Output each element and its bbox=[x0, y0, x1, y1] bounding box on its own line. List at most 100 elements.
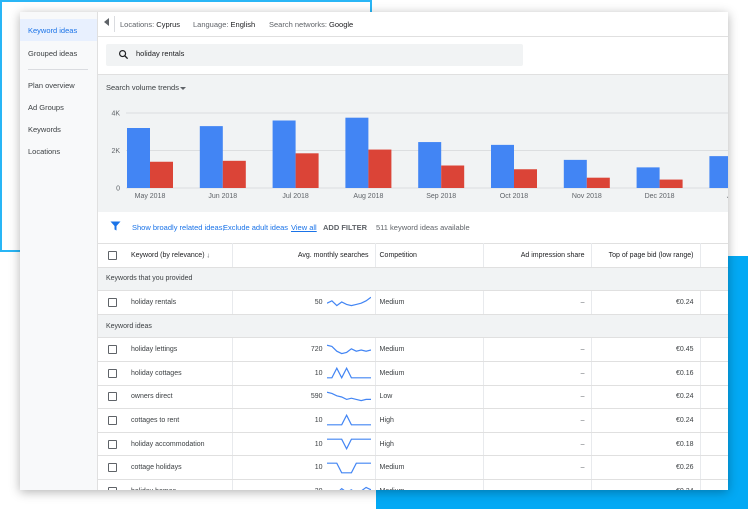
x-tick-label: Dec 2018 bbox=[645, 193, 675, 200]
group-label: Keywords that you provided bbox=[98, 267, 728, 292]
keyword-text[interactable]: holiday accommodation bbox=[131, 440, 205, 448]
sidebar: Keyword ideas Grouped ideas Plan overvie… bbox=[20, 12, 98, 490]
header-extra bbox=[700, 243, 728, 268]
searches-value: 10 bbox=[314, 464, 323, 472]
sidebar-item-ad-groups[interactable]: Ad Groups bbox=[28, 103, 64, 112]
keyword-text[interactable]: holiday cottages bbox=[131, 369, 182, 377]
chart-bar[interactable] bbox=[441, 165, 465, 189]
header-impression[interactable]: Ad impression share bbox=[483, 243, 592, 268]
related-ideas-link[interactable]: Show broadly related ideas; bbox=[132, 223, 225, 232]
chart-bar[interactable] bbox=[199, 126, 223, 188]
language-filter[interactable]: Language: English bbox=[193, 20, 256, 29]
sidebar-item-locations[interactable]: Locations bbox=[28, 147, 61, 156]
x-tick-label: Oct 2018 bbox=[500, 193, 529, 200]
row-checkbox[interactable] bbox=[108, 439, 117, 449]
keyword-search-box[interactable] bbox=[106, 44, 523, 66]
row-checkbox[interactable] bbox=[108, 345, 117, 355]
row-checkbox[interactable] bbox=[108, 392, 117, 402]
group-row-provided: Keywords that you provided bbox=[98, 267, 728, 292]
impression-cell: – bbox=[483, 290, 592, 315]
row-checkbox[interactable] bbox=[108, 486, 117, 490]
chart-bar[interactable] bbox=[272, 120, 296, 189]
header-keyword[interactable]: Keyword (by relevance) ↓ bbox=[98, 243, 233, 268]
impression-cell: – bbox=[483, 337, 592, 362]
keyword-text[interactable]: holiday lettings bbox=[131, 346, 178, 354]
chart-bar[interactable] bbox=[150, 161, 173, 188]
searches-cell: 10 bbox=[232, 361, 376, 386]
competition-cell: Medium bbox=[375, 290, 484, 315]
chart-bar[interactable] bbox=[514, 169, 537, 188]
table-row: holiday lettings 720 Medium – €0.45 bbox=[98, 337, 728, 362]
decor-frame-left bbox=[0, 0, 2, 252]
impression-cell: – bbox=[483, 385, 592, 410]
search-input[interactable] bbox=[136, 49, 496, 58]
header-competition[interactable]: Competition bbox=[375, 243, 484, 268]
select-all-checkbox[interactable] bbox=[108, 250, 117, 260]
x-tick-label: Jun 2018 bbox=[208, 193, 237, 200]
row-checkbox[interactable] bbox=[108, 368, 117, 378]
y-tick-label: 2K bbox=[111, 148, 120, 155]
extra-cell bbox=[700, 455, 728, 480]
locations-filter[interactable]: Locations: Cyprus bbox=[120, 20, 181, 29]
searches-value: 30 bbox=[233, 488, 323, 490]
header-bid[interactable]: Top of page bid (low range) bbox=[591, 243, 701, 268]
sidebar-item-plan-overview[interactable]: Plan overview bbox=[28, 81, 75, 90]
trend-sparkline bbox=[326, 438, 371, 451]
extra-cell bbox=[700, 290, 728, 315]
chart-bar[interactable] bbox=[709, 156, 728, 188]
chart-bar[interactable] bbox=[636, 167, 660, 188]
sidebar-item-keyword-ideas[interactable]: Keyword ideas bbox=[28, 26, 78, 35]
filter-icon[interactable] bbox=[110, 221, 121, 231]
chart-bar[interactable] bbox=[659, 179, 683, 188]
x-tick-label: May 2018 bbox=[135, 193, 166, 200]
sort-arrow-icon[interactable]: ↓ bbox=[206, 252, 210, 260]
view-all-link[interactable]: View all bbox=[291, 223, 317, 232]
keyword-text[interactable]: owners direct bbox=[131, 393, 173, 401]
row-checkbox[interactable] bbox=[108, 297, 117, 307]
chart-bar[interactable] bbox=[222, 160, 246, 188]
trend-sparkline bbox=[326, 344, 371, 354]
chevron-down-icon[interactable] bbox=[180, 87, 186, 90]
sidebar-item-grouped-ideas[interactable]: Grouped ideas bbox=[28, 49, 78, 58]
keyword-text[interactable]: cottages to rent bbox=[131, 416, 180, 424]
searches-value: 10 bbox=[314, 440, 323, 448]
x-tick-label: Jan bbox=[727, 193, 728, 200]
bid-cell: €0.26 bbox=[591, 455, 701, 480]
keyword-cell: holiday cottages bbox=[98, 361, 233, 386]
chart-bar[interactable] bbox=[127, 128, 150, 188]
row-checkbox[interactable] bbox=[108, 415, 117, 425]
trend-sparkline bbox=[326, 462, 371, 474]
keyword-cell: holiday lettings bbox=[98, 337, 233, 362]
search-icon bbox=[119, 50, 129, 60]
header-searches[interactable]: Avg. monthly searches bbox=[232, 243, 376, 268]
keyword-cell: holiday homes bbox=[98, 479, 233, 490]
chart-bar[interactable] bbox=[295, 153, 319, 188]
chart-bar[interactable] bbox=[491, 144, 514, 188]
trend-sparkline bbox=[326, 297, 371, 307]
trends-dropdown[interactable]: Search volume trends bbox=[106, 83, 179, 92]
keyword-text[interactable]: holiday homes bbox=[131, 488, 176, 490]
chart-bar[interactable] bbox=[368, 149, 392, 188]
extra-cell bbox=[700, 479, 728, 490]
keyword-text[interactable]: holiday rentals bbox=[131, 298, 177, 306]
table-header-row: Keyword (by relevance) ↓ Avg. monthly se… bbox=[98, 243, 728, 268]
impression-cell: – bbox=[483, 361, 592, 386]
extra-cell bbox=[700, 408, 728, 433]
chart-bar[interactable] bbox=[586, 177, 610, 188]
table-row: cottages to rent 10 High – €0.24 bbox=[98, 408, 728, 433]
chart-bar[interactable] bbox=[345, 117, 369, 188]
exclude-adult-link[interactable]: Exclude adult ideas bbox=[223, 223, 289, 232]
row-checkbox[interactable] bbox=[108, 463, 117, 473]
collapse-arrow-icon[interactable] bbox=[104, 18, 109, 26]
sidebar-item-keywords[interactable]: Keywords bbox=[28, 125, 61, 134]
networks-filter[interactable]: Search networks: Google bbox=[269, 20, 354, 29]
bid-cell: €0.45 bbox=[591, 337, 701, 362]
chart-bar[interactable] bbox=[563, 159, 587, 188]
keyword-text[interactable]: cottage holidays bbox=[131, 464, 182, 472]
chart-bar[interactable] bbox=[418, 142, 442, 188]
add-filter-button[interactable]: ADD FILTER bbox=[323, 223, 368, 232]
table-row: holiday cottages 10 Medium – €0.16 bbox=[98, 361, 728, 386]
competition-cell: Medium bbox=[375, 361, 484, 386]
x-tick-label: Aug 2018 bbox=[353, 193, 383, 200]
competition-cell: Medium bbox=[375, 479, 484, 490]
